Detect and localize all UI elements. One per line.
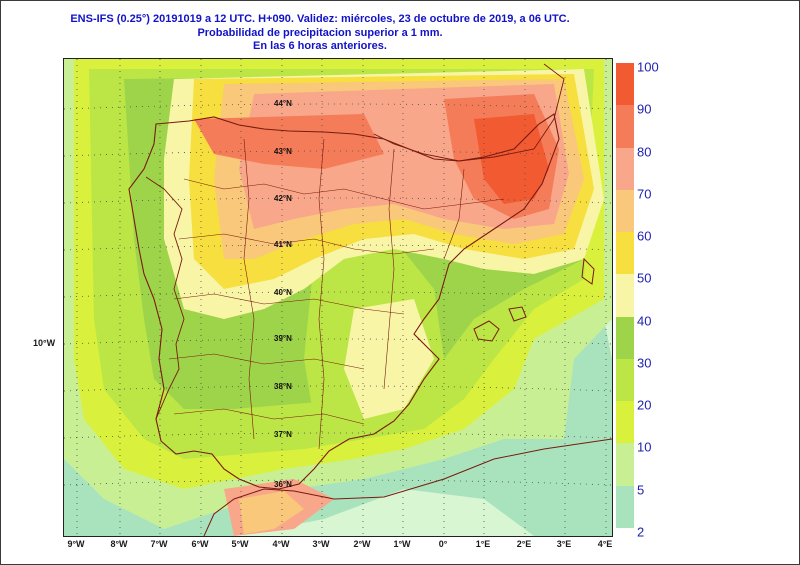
france-border <box>373 63 565 162</box>
lat-label-42: 42°N <box>274 194 292 203</box>
legend-band <box>616 401 634 444</box>
lon-tick-4e: 4°E <box>597 539 613 549</box>
lon-tick-2e: 2°E <box>516 539 532 549</box>
zone-100-catalonia <box>474 114 549 204</box>
legend-band <box>616 316 634 360</box>
lat-label-44: 44°N <box>274 99 292 108</box>
legend-band <box>616 443 634 487</box>
map-canvas: 44°N 43°N 42°N 41°N 40°N 39°N 38°N 37°N … <box>64 59 612 536</box>
legend-band <box>616 232 634 275</box>
corsica-island <box>581 257 595 285</box>
legend-label: 50 <box>637 270 652 286</box>
title-period: En las 6 horas anteriores. <box>253 40 387 52</box>
legend-label: 40 <box>637 313 652 329</box>
color-legend <box>616 63 634 529</box>
legend-band <box>616 105 634 149</box>
legend-band <box>616 274 634 318</box>
legend-label: 2 <box>637 524 645 540</box>
lon-tick-0: 0° <box>438 539 448 549</box>
lon-tick-3w: 3°W <box>312 539 330 549</box>
lon-tick-5w: 5°W <box>231 539 249 549</box>
legend-label: 90 <box>637 101 652 117</box>
legend-label: 70 <box>637 186 652 202</box>
legend-label: 60 <box>637 228 652 244</box>
menorca-island <box>508 306 527 322</box>
legend-band <box>616 147 634 191</box>
lon-tick-3e: 3°E <box>556 539 572 549</box>
legend-label: 80 <box>637 144 652 160</box>
title-run-info: ENS-IFS (0.25°) 20191019 a 12 UTC. H+090… <box>70 13 570 25</box>
legend-band <box>616 358 634 402</box>
lon-tick-8w: 8°W <box>110 539 128 549</box>
lat-label-37: 37°N <box>274 430 292 439</box>
side-longitude-label: 10°W <box>33 338 56 348</box>
north-africa-coast <box>203 438 612 536</box>
balearic-islands <box>473 320 500 342</box>
probability-map: 44°N 43°N 42°N 41°N 40°N 39°N 38°N 37°N … <box>63 58 613 537</box>
province-borders <box>168 138 505 450</box>
lon-tick-9w: 9°W <box>67 539 85 549</box>
legend-band <box>616 189 634 233</box>
lat-label-43: 43°N <box>274 147 292 156</box>
lon-tick-1w: 1°W <box>393 539 411 549</box>
legend-label: 100 <box>637 59 659 75</box>
lat-label-40: 40°N <box>274 288 292 297</box>
zone-70-south <box>239 491 304 534</box>
zone-50-interior <box>344 299 434 419</box>
portugal-border <box>145 176 185 420</box>
legend-label: 10 <box>637 439 652 455</box>
legend-band <box>616 485 634 529</box>
lat-label-39: 39°N <box>274 334 292 343</box>
lon-tick-4w: 4°W <box>272 539 290 549</box>
legend-band <box>616 63 634 106</box>
lat-label-38: 38°N <box>274 382 292 391</box>
lon-tick-2w: 2°W <box>353 539 371 549</box>
lon-tick-1e: 1°E <box>475 539 491 549</box>
legend-label: 30 <box>637 355 652 371</box>
lon-tick-6w: 6°W <box>191 539 209 549</box>
zone-90-cantabrian <box>194 114 384 169</box>
lat-label-36: 36°N <box>274 480 292 489</box>
title-variable: Probabilidad de precipitacion superior a… <box>197 27 443 39</box>
legend-label: 5 <box>637 482 645 498</box>
lat-label-41: 41°N <box>274 240 292 249</box>
lon-tick-7w: 7°W <box>150 539 168 549</box>
legend-label: 20 <box>637 397 652 413</box>
